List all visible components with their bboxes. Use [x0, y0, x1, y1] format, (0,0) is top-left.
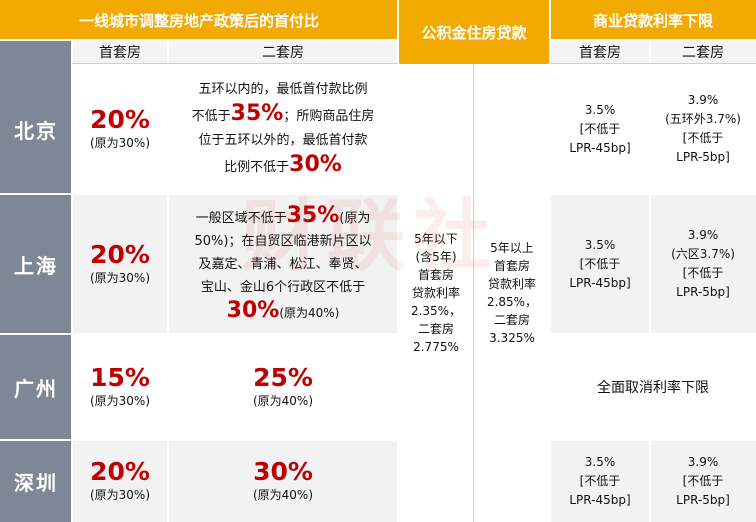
grid-line — [167, 40, 169, 522]
shenzhen-first-home: 20% (原为30%) — [72, 440, 168, 522]
shanghai-commercial-first: 3.5% [不低于 LPR-45bp] — [569, 237, 631, 290]
first-pct: 20% — [90, 105, 150, 134]
grid-line — [649, 40, 651, 334]
city-guangzhou: 广州 — [0, 334, 72, 440]
grid-line — [549, 0, 551, 522]
beijing-commercial-first: 3.5% [不低于 LPR-45bp] — [569, 102, 631, 155]
beijing-second-home: 五环以内的，最低首付款比例 不低于35%；所购商品住房 位于五环以外的，最低首付… — [168, 64, 398, 194]
first-note: (原为30%) — [89, 488, 151, 502]
provident-bg — [398, 64, 550, 522]
grid-line — [72, 63, 398, 64]
commercial-second-header: 二套房 — [650, 40, 756, 64]
grid-line — [71, 40, 73, 522]
shenzhen-commercial-second: 3.9% [不低于 LPR-5bp] — [676, 454, 730, 507]
shanghai-second-home: 一般区域不低于35%(原为 50%)；在自贸区临港新片区以 及嘉定、青浦、松江、… — [168, 194, 398, 334]
grid-line — [0, 439, 398, 441]
grid-line — [397, 0, 399, 522]
shenzhen-commercial-first: 3.5% [不低于 LPR-45bp] — [569, 454, 631, 507]
second-pct: 30% — [253, 457, 313, 486]
guangzhou-commercial: 全面取消利率下限 — [597, 380, 709, 396]
policy-line: 五环以内的，最低首付款比例 — [198, 82, 368, 97]
second-pct: 25% — [253, 363, 313, 392]
second-note: (原为40%) — [252, 488, 314, 502]
grid-line — [0, 193, 398, 195]
provident-below-5y: 5年以下 (含5年) 首套房 贷款利率 2.35%， 二套房 2.775% — [410, 232, 462, 354]
policy-line: 50%)；在自贸区临港新片区以 — [194, 233, 372, 249]
city-beijing: 北京 — [0, 64, 72, 194]
provident-above-5y: 5年以上 首套房 贷款利率 2.85%， 二套房 3.325% — [486, 241, 538, 345]
first-pct: 15% — [90, 363, 150, 392]
first-home-header: 首套房 — [72, 40, 168, 64]
shanghai-first-home: 20% (原为30%) — [72, 194, 168, 334]
guangzhou-first-home: 15% (原为30%) — [72, 334, 168, 440]
policy-line: 及嘉定、青浦、松江、奉贤、 — [198, 256, 368, 272]
grid-line — [550, 193, 756, 195]
corner-cell — [0, 40, 72, 64]
grid-line — [0, 39, 398, 41]
grid-line — [473, 64, 474, 522]
first-note: (原为30%) — [89, 394, 151, 408]
grid-line — [550, 333, 756, 335]
city-shanghai: 上海 — [0, 194, 72, 334]
row-bg — [550, 440, 756, 522]
row-bg — [72, 64, 398, 194]
row-bg — [72, 194, 398, 334]
guangzhou-second-home: 25% (原为40%) — [168, 334, 398, 440]
down-payment-header: 一线城市调整房地产政策后的首付比 — [0, 0, 398, 40]
city-shenzhen: 深圳 — [0, 440, 72, 522]
shanghai-commercial-second: 3.9% (六区3.7%) [不低于 LPR-5bp] — [671, 228, 735, 299]
row-bg — [550, 64, 756, 194]
policy-line: 不低于35%；所购商品住房 — [191, 101, 375, 126]
policy-line: 30%(原为40%) — [226, 297, 340, 323]
policy-line: 位于五环以外的，最低首付款 — [198, 133, 368, 148]
policy-line: 宝山、金山6个行政区不低于 — [200, 279, 366, 295]
row-bg — [72, 440, 398, 522]
provident-fund-header: 公积金住房贷款 — [398, 0, 550, 64]
shenzhen-second-home: 30% (原为40%) — [168, 440, 398, 522]
row-bg — [72, 334, 398, 440]
grid-line — [0, 333, 398, 335]
policy-line: 一般区域不低于35%(原为 — [195, 202, 371, 228]
second-note: (原为40%) — [252, 394, 314, 408]
grid-line — [649, 440, 651, 522]
grid-line — [550, 63, 756, 64]
first-pct: 20% — [90, 240, 150, 269]
commercial-loan-header: 商业贷款利率下限 — [550, 0, 756, 40]
row-bg — [550, 194, 756, 334]
first-note: (原为30%) — [89, 271, 151, 285]
first-note: (原为30%) — [89, 136, 151, 150]
row-bg — [550, 334, 756, 440]
second-home-header: 二套房 — [168, 40, 398, 64]
beijing-first-home: 20% (原为30%) — [72, 64, 168, 194]
beijing-commercial-second: 3.9% (五环外3.7%) [不低于 LPR-5bp] — [665, 93, 741, 164]
grid-line — [550, 439, 756, 441]
grid-line — [550, 39, 756, 41]
commercial-first-header: 首套房 — [550, 40, 650, 64]
first-pct: 20% — [90, 457, 150, 486]
policy-line: 比例不低于30% — [224, 152, 342, 177]
